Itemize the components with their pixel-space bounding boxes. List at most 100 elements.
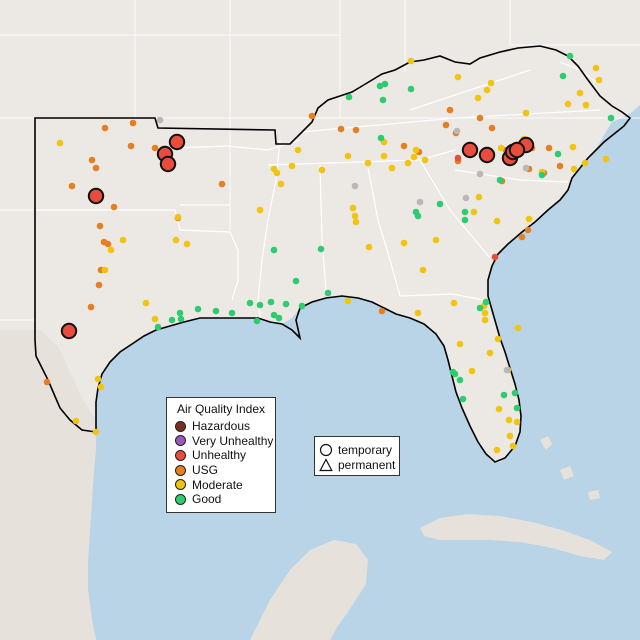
legend-label: Unhealthy xyxy=(192,448,247,463)
site-marker xyxy=(476,304,484,312)
site-marker xyxy=(104,240,112,248)
site-marker xyxy=(506,432,514,440)
legend-label: Good xyxy=(192,492,222,507)
site-marker xyxy=(92,428,100,436)
site-marker xyxy=(292,277,300,285)
legend-item-usg: USG xyxy=(167,463,275,478)
site-marker xyxy=(298,302,306,310)
site-marker xyxy=(436,200,444,208)
site-marker xyxy=(514,324,522,332)
site-marker xyxy=(500,391,508,399)
site-marker xyxy=(275,314,283,322)
site-marker xyxy=(564,100,572,108)
unhealthy-site-marker xyxy=(461,141,479,159)
unhealthy-site-marker xyxy=(508,141,526,159)
site-marker xyxy=(488,124,496,132)
site-marker xyxy=(119,236,127,244)
site-marker xyxy=(87,303,95,311)
site-marker xyxy=(228,309,236,317)
site-marker xyxy=(566,52,574,60)
very-unhealthy-swatch xyxy=(175,435,186,447)
site-marker xyxy=(554,150,562,158)
land-yucatan xyxy=(250,540,368,640)
site-marker xyxy=(142,299,150,307)
site-marker xyxy=(308,112,316,120)
site-marker xyxy=(487,79,495,87)
site-marker xyxy=(288,162,296,170)
site-marker xyxy=(256,206,264,214)
usg-swatch xyxy=(175,464,186,476)
site-marker xyxy=(96,222,104,230)
site-marker xyxy=(414,309,422,317)
site-marker xyxy=(496,176,504,184)
site-marker xyxy=(453,127,461,135)
site-marker xyxy=(156,116,164,124)
site-marker xyxy=(475,193,483,201)
legend-label: Very Unhealthy xyxy=(192,433,274,448)
site-marker xyxy=(56,139,64,147)
site-marker xyxy=(88,156,96,164)
site-marker xyxy=(352,126,360,134)
site-marker xyxy=(345,93,353,101)
site-marker xyxy=(194,305,202,313)
site-marker xyxy=(270,165,278,173)
site-marker xyxy=(450,299,458,307)
site-marker xyxy=(602,155,610,163)
site-marker xyxy=(607,114,615,122)
site-marker xyxy=(556,162,564,170)
land-florida xyxy=(426,316,512,462)
site-marker xyxy=(129,119,137,127)
site-marker xyxy=(525,215,533,223)
site-marker xyxy=(419,266,427,274)
site-marker xyxy=(522,164,530,172)
site-marker xyxy=(493,217,501,225)
site-marker xyxy=(513,418,521,426)
site-marker xyxy=(101,124,109,132)
site-marker xyxy=(461,208,469,216)
legend-label: Moderate xyxy=(192,477,243,492)
interior-borders xyxy=(36,61,601,319)
site-marker xyxy=(256,301,264,309)
site-marker xyxy=(364,159,372,167)
site-marker xyxy=(377,134,385,142)
site-marker xyxy=(407,57,415,65)
site-marker xyxy=(400,239,408,247)
site-marker xyxy=(151,144,159,152)
site-marker xyxy=(407,85,415,93)
site-marker xyxy=(270,246,278,254)
site-marker xyxy=(486,349,494,357)
site-marker xyxy=(110,203,118,211)
site-marker xyxy=(511,389,519,397)
site-marker xyxy=(461,216,469,224)
site-marker xyxy=(581,159,589,167)
site-marker xyxy=(404,159,412,167)
site-marker xyxy=(494,335,502,343)
site-marker xyxy=(127,142,135,150)
good-swatch xyxy=(175,493,186,505)
site-marker xyxy=(495,405,503,413)
site-marker xyxy=(253,317,261,325)
legend-label: USG xyxy=(192,463,219,478)
site-marker xyxy=(468,367,476,375)
site-marker xyxy=(446,106,454,114)
site-marker xyxy=(352,218,360,226)
site-marker xyxy=(481,316,489,324)
site-marker xyxy=(569,143,577,151)
site-marker xyxy=(177,315,185,323)
site-marker xyxy=(470,208,478,216)
site-marker xyxy=(454,73,462,81)
legend-item-good: Good xyxy=(167,492,275,507)
legend-label: Hazardous xyxy=(192,419,251,434)
hazardous-swatch xyxy=(175,420,186,432)
unhealthy-site-marker xyxy=(159,155,177,173)
site-marker xyxy=(324,289,332,297)
site-marker xyxy=(476,170,484,178)
site-marker xyxy=(43,378,51,386)
site-marker xyxy=(505,416,513,424)
site-marker xyxy=(416,198,424,206)
site-marker xyxy=(570,165,578,173)
unhealthy-site-marker xyxy=(60,322,78,340)
site-marker xyxy=(483,86,491,94)
site-marker xyxy=(522,109,530,117)
site-marker xyxy=(380,152,388,160)
